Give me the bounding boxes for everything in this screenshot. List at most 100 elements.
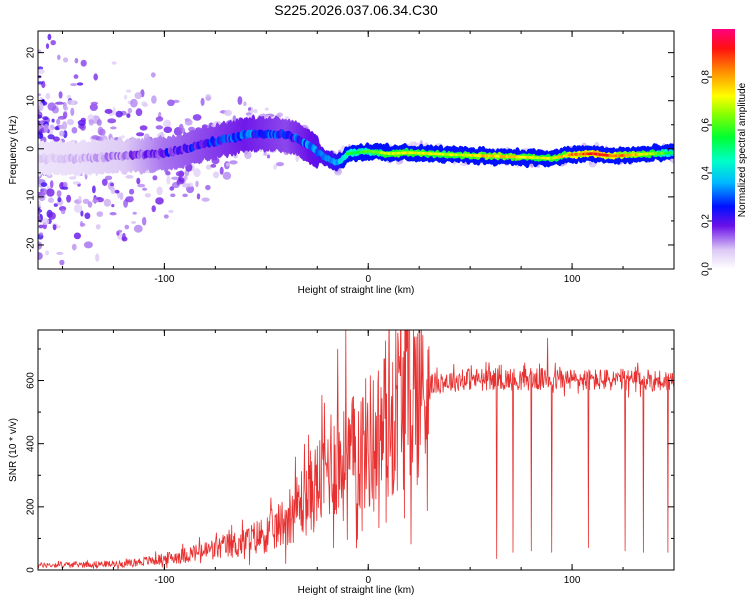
spectrogram-blob — [212, 171, 220, 179]
spectrogram-blob — [58, 91, 63, 99]
spectrogram-blob — [224, 109, 232, 116]
spectrogram-blob — [152, 175, 158, 181]
spectrogram-blob — [192, 114, 202, 121]
spectrogram-ylabel: Frequency (Hz) — [8, 116, 19, 185]
snr-xtick-label: -100 — [154, 575, 174, 586]
snr-ytick-label: 0 — [26, 567, 37, 573]
spectrogram-blob — [103, 198, 112, 207]
spectrogram-blob — [253, 108, 258, 114]
spectrogram-blob — [178, 177, 185, 183]
spectrogram-blob — [163, 126, 173, 133]
spectrogram-blob — [151, 205, 156, 213]
spectrogram-blob — [90, 101, 99, 105]
spectrogram-blob — [70, 107, 75, 116]
snr-xtick-label: 0 — [365, 575, 371, 586]
spectrogram-blob — [59, 130, 65, 137]
spectrogram-xtick-label: -100 — [154, 274, 174, 285]
snr-ytick-label: 200 — [26, 498, 37, 515]
spectrogram-blob — [184, 119, 193, 126]
spectrogram-blob — [76, 82, 84, 86]
spectrogram-blob — [226, 162, 230, 167]
spectrogram-blob — [266, 154, 271, 159]
spectrogram-blob — [104, 108, 113, 114]
spectrogram-blob — [61, 209, 66, 215]
spectrogram-blob — [40, 182, 48, 188]
spectrogram-blob — [134, 92, 142, 100]
snr-content — [38, 330, 674, 570]
spectrogram-blob — [176, 179, 180, 186]
spectrogram-blob — [117, 229, 123, 233]
colorbar-tick-label: 0.0 — [701, 262, 712, 276]
colorbar-tick-label: 0.6 — [701, 118, 712, 132]
spectrogram-blob — [43, 123, 49, 133]
spectrogram-blob — [62, 111, 68, 119]
spectrogram-blob — [248, 107, 252, 111]
spectrogram-blob — [205, 184, 211, 191]
spectrogram-blob — [101, 178, 108, 186]
snr-ylabel: SNR (10 * v/v) — [8, 418, 19, 482]
spectrogram-blob — [168, 209, 174, 214]
spectrogram-blob — [82, 198, 90, 204]
spectrogram-blob — [109, 212, 117, 216]
spectrogram-ytick-label: -10 — [26, 189, 37, 204]
spectrogram-blob — [112, 106, 116, 116]
spectrogram-blob — [38, 200, 41, 208]
spectrogram-blob — [38, 252, 43, 260]
spectrogram-blob — [222, 171, 232, 180]
spectrogram-blob — [110, 182, 114, 187]
snr-panel: -100 0 100 0 200 400 600 Height of straight li… — [8, 329, 675, 596]
spectrogram-blob — [125, 89, 132, 93]
spectrogram-blob — [244, 151, 252, 159]
spectrogram-blob — [63, 57, 69, 63]
spectrogram-blob — [57, 196, 62, 203]
spectrogram-ytick-label: 0 — [26, 146, 37, 152]
spectrogram-ytick-label: 10 — [26, 95, 37, 107]
spectrogram-blob — [55, 101, 64, 105]
spectrogram-blob — [51, 118, 55, 123]
spectrogram-blob — [91, 135, 100, 140]
spectrogram-blob — [46, 188, 55, 197]
spectrogram-blob — [155, 116, 164, 122]
spectrogram-blob — [38, 93, 42, 97]
spectrogram-blob — [52, 136, 60, 142]
spectrogram-blob — [130, 196, 134, 201]
spectrogram-blob — [144, 193, 151, 198]
spectrogram-blob — [193, 168, 201, 178]
spectrogram-blob — [47, 102, 57, 111]
spectrogram-blob — [295, 154, 300, 162]
snr-ytick-label: 400 — [26, 435, 37, 452]
spectrogram-blob — [89, 103, 98, 112]
spectrogram-blob — [73, 232, 81, 240]
spectrogram-blob — [80, 210, 84, 217]
colorbar: 0.0 0.2 0.4 0.6 0.8 Normalized spectral ampl… — [701, 29, 748, 276]
spectrogram-blob — [58, 125, 66, 130]
spectrogram-blob — [95, 253, 100, 262]
spectrogram-blob — [115, 110, 123, 118]
spectrogram-blob — [39, 232, 44, 236]
spectrogram-blob — [73, 204, 83, 213]
spectrogram-xtick-label: 100 — [564, 274, 581, 285]
spectrogram-blob — [78, 195, 82, 203]
spectrogram-blob — [61, 186, 69, 190]
spectrogram-blob — [45, 250, 49, 256]
spectrogram-blob — [83, 241, 93, 249]
spectrogram-blob — [137, 183, 146, 188]
spectrogram-blob — [71, 127, 78, 134]
spectrogram-blob — [183, 175, 188, 181]
spectrogram-xlabel: Height of straight line (km) — [298, 285, 415, 296]
spectrogram-blob — [38, 241, 43, 250]
colorbar-gradient — [712, 29, 735, 269]
spectrogram-blob — [124, 224, 130, 230]
spectrogram-blob — [88, 119, 94, 126]
spectrogram-blob — [129, 188, 135, 195]
spectrogram-blob — [66, 95, 72, 99]
spectrogram-blob — [80, 222, 86, 227]
spectrogram-blob — [243, 101, 247, 107]
spectrogram-blob — [80, 59, 87, 67]
spectrogram-blob — [72, 181, 81, 185]
spectrogram-blob — [171, 176, 180, 180]
spectrogram-blob — [151, 95, 157, 104]
colorbar-tick-label: 0.2 — [701, 214, 712, 228]
spectrogram-blob — [63, 106, 69, 111]
spectrogram-blob — [167, 99, 175, 107]
